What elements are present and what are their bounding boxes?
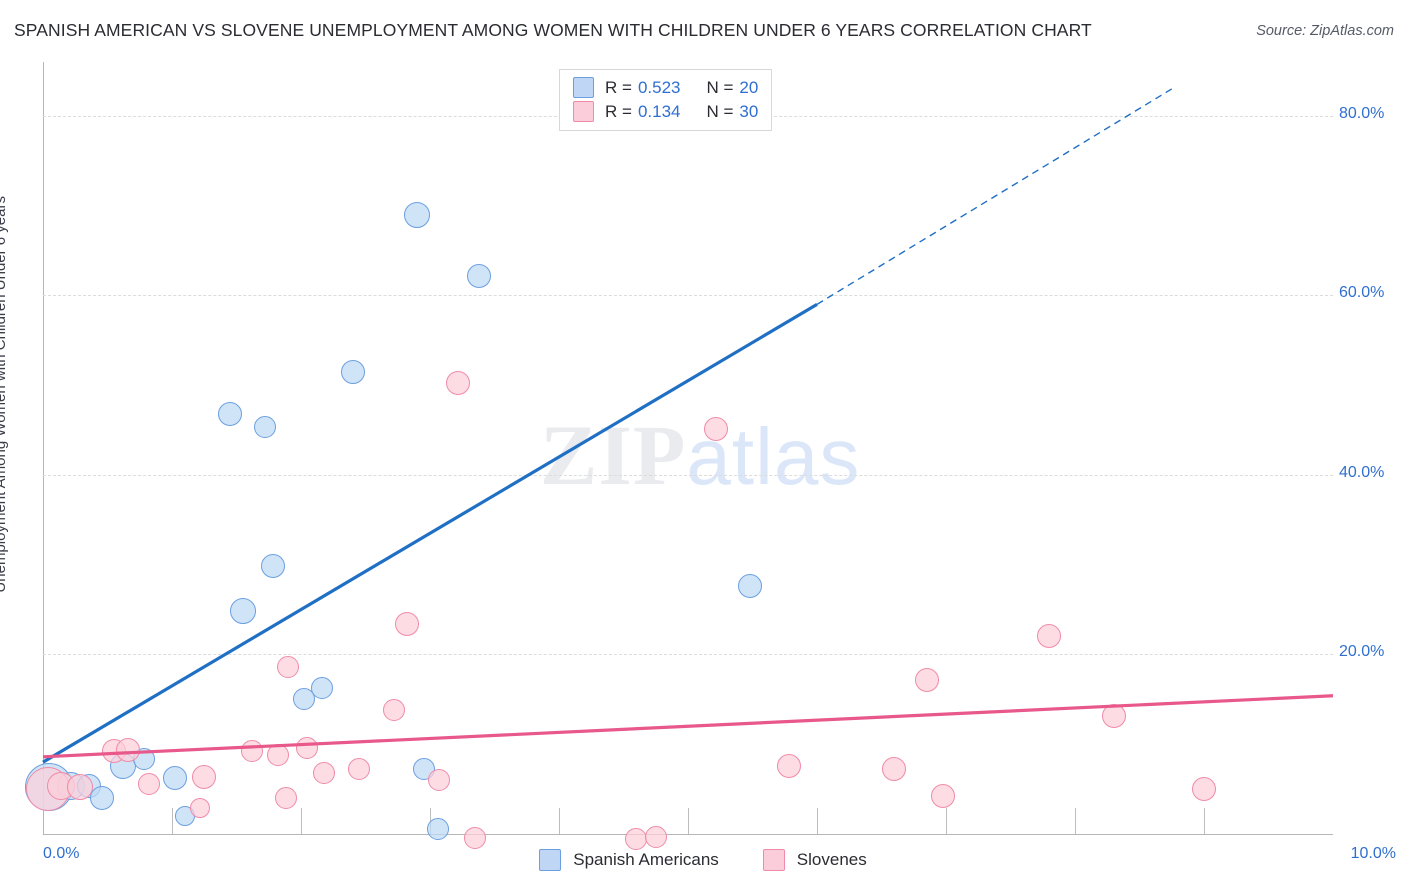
n-label-blue: N = <box>706 77 734 97</box>
scatter-point[interactable] <box>464 826 487 849</box>
scatter-point[interactable] <box>625 828 648 851</box>
n-value-pink: 30 <box>739 101 759 121</box>
scatter-point[interactable] <box>253 416 276 439</box>
series-label-spanish-americans: Spanish Americans <box>573 850 719 869</box>
x-axis-tick <box>559 808 560 834</box>
scatter-point[interactable] <box>446 371 471 396</box>
r-label-pink: R = <box>605 101 632 121</box>
scatter-point[interactable] <box>277 656 300 679</box>
scatter-point[interactable] <box>931 784 956 809</box>
scatter-point[interactable] <box>229 598 256 625</box>
scatter-point[interactable] <box>266 744 289 766</box>
legend-swatch-slovenes <box>573 101 594 122</box>
n-label-pink: N = <box>706 101 734 121</box>
r-value-pink: 0.134 <box>637 101 681 121</box>
y-tick-label: 40.0% <box>1339 463 1385 481</box>
scatter-point[interactable] <box>67 774 94 801</box>
series-swatch-spanish-americans <box>539 849 562 871</box>
x-axis-tick <box>817 808 818 834</box>
correlation-stats-legend: R = 0.523 N = 20 R = 0.134 N = 30 <box>559 69 773 131</box>
scatter-point[interactable] <box>116 737 141 762</box>
x-axis-tick <box>1075 808 1076 834</box>
x-axis-tick <box>301 808 302 834</box>
scatter-point[interactable] <box>1037 623 1062 648</box>
gridline-y <box>43 295 1333 297</box>
n-value-blue: 20 <box>739 77 759 97</box>
series-swatch-slovenes <box>762 849 785 871</box>
scatter-point[interactable] <box>428 769 451 792</box>
series-legend: Spanish Americans Slovenes <box>0 849 1406 871</box>
x-axis-min-label: 0.0% <box>43 845 80 862</box>
scatter-point[interactable] <box>1101 703 1126 728</box>
scatter-point[interactable] <box>310 676 333 699</box>
scatter-point[interactable] <box>394 611 419 636</box>
scatter-point[interactable] <box>644 825 667 848</box>
scatter-point[interactable] <box>704 417 729 442</box>
page-title: SPANISH AMERICAN VS SLOVENE UNEMPLOYMENT… <box>14 20 1092 40</box>
scatter-point[interactable] <box>348 758 371 781</box>
scatter-point[interactable] <box>162 766 187 791</box>
x-axis-tick <box>688 808 689 834</box>
x-axis-tick <box>1204 808 1205 834</box>
scatter-point[interactable] <box>426 817 449 840</box>
scatter-point[interactable] <box>90 786 115 811</box>
scatter-point[interactable] <box>467 263 492 288</box>
y-tick-label: 80.0% <box>1339 104 1385 122</box>
series-label-slovenes: Slovenes <box>796 850 867 869</box>
stats-row-slovenes: R = 0.134 N = 30 <box>573 101 758 122</box>
y-tick-label: 60.0% <box>1339 284 1385 302</box>
scatter-point[interactable] <box>340 359 365 384</box>
legend-swatch-spanish-americans <box>573 77 594 98</box>
scatter-point[interactable] <box>240 740 263 763</box>
y-axis-label: Unemployment Among Women with Children U… <box>0 196 9 593</box>
gridline-y <box>43 474 1333 476</box>
x-axis-line <box>43 834 1333 835</box>
series-legend-item-slovenes[interactable]: Slovenes <box>762 849 867 871</box>
scatter-point[interactable] <box>296 736 319 759</box>
x-axis-max-label: 10.0% <box>1350 845 1396 862</box>
scatter-point[interactable] <box>274 787 297 810</box>
scatter-point[interactable] <box>737 574 762 599</box>
gridline-y <box>43 654 1333 656</box>
stats-row-spanish-americans: R = 0.523 N = 20 <box>573 77 758 98</box>
x-axis-tick <box>946 808 947 834</box>
scatter-point[interactable] <box>914 667 939 692</box>
x-axis-tick <box>172 808 173 834</box>
scatter-point[interactable] <box>776 753 801 778</box>
scatter-point[interactable] <box>190 797 211 818</box>
plot-area: 20.0% 40.0% 60.0% 80.0% <box>25 62 1384 851</box>
scatter-point[interactable] <box>313 761 336 784</box>
scatter-point[interactable] <box>218 401 243 426</box>
scatter-point[interactable] <box>192 764 217 789</box>
r-label-blue: R = <box>605 77 632 97</box>
scatter-point[interactable] <box>137 772 160 795</box>
scatter-point[interactable] <box>882 757 907 782</box>
y-tick-label: 20.0% <box>1339 643 1385 661</box>
scatter-point[interactable] <box>260 554 285 579</box>
source-label: Source: ZipAtlas.com <box>1256 23 1394 39</box>
scatter-point[interactable] <box>1192 777 1216 802</box>
scatter-point[interactable] <box>404 201 431 228</box>
series-legend-item-spanish-americans[interactable]: Spanish Americans <box>539 849 719 871</box>
r-value-blue: 0.523 <box>637 77 681 97</box>
scatter-point[interactable] <box>382 699 405 722</box>
